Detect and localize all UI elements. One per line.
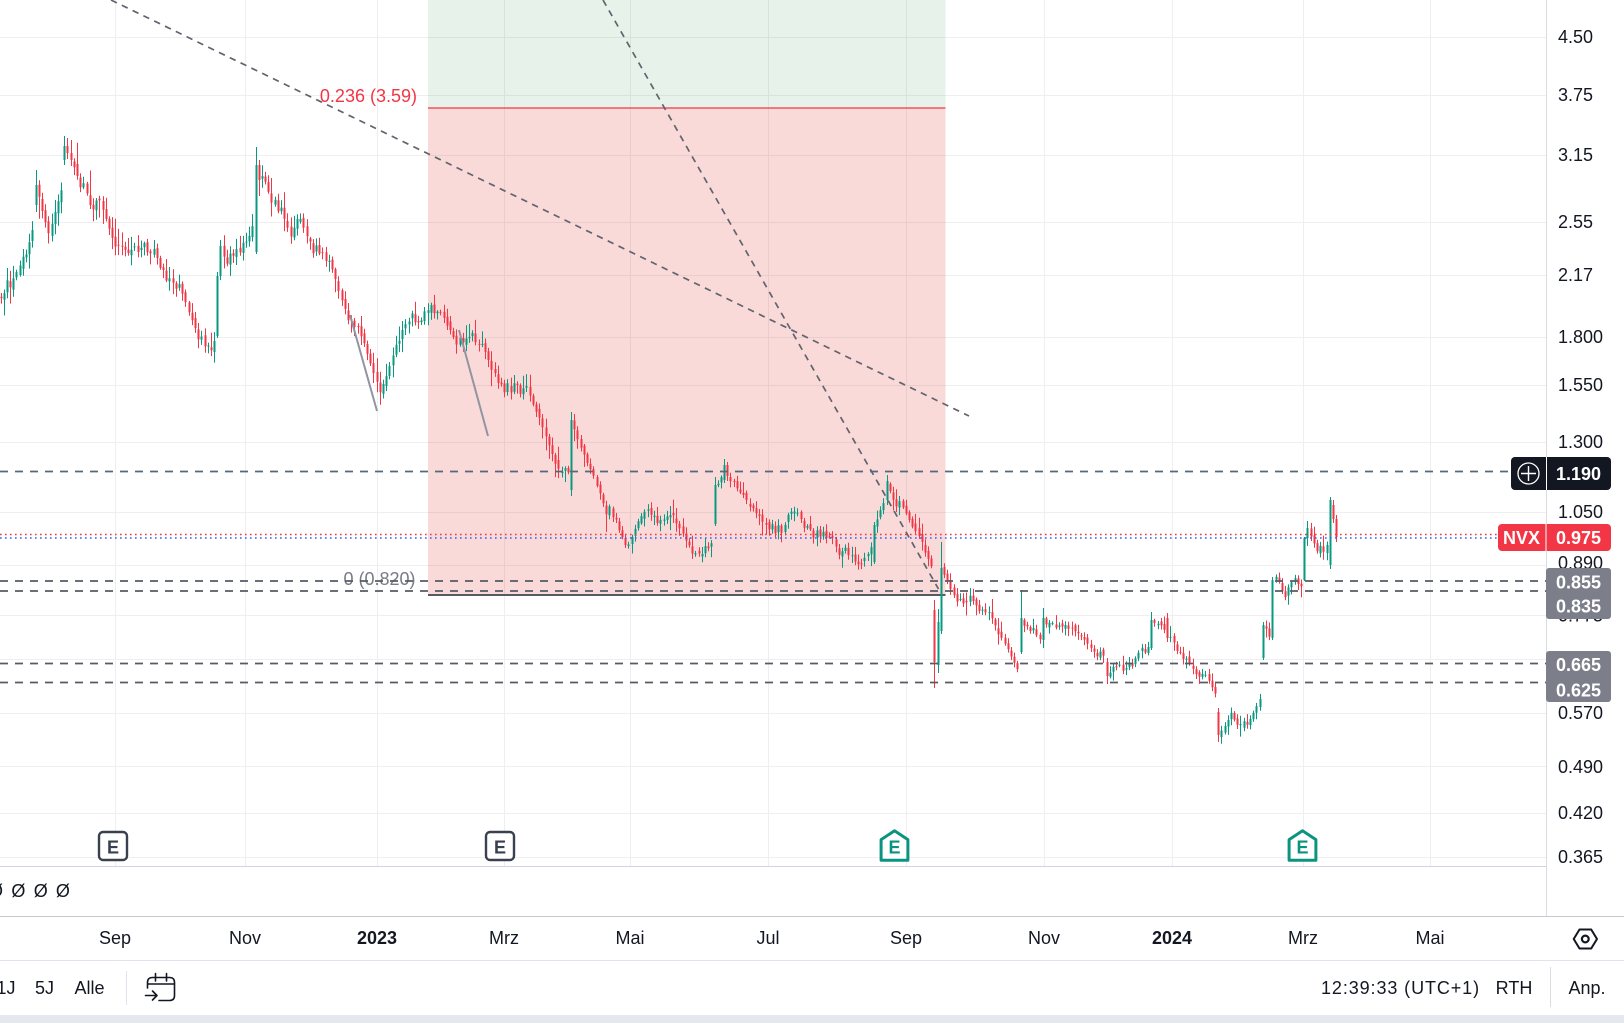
svg-text:Ø: Ø <box>11 881 25 901</box>
svg-text:0.835: 0.835 <box>1556 597 1601 617</box>
svg-text:Ø: Ø <box>34 881 48 901</box>
svg-text:E: E <box>1296 838 1308 858</box>
svg-text:0.665: 0.665 <box>1556 655 1601 675</box>
svg-text:Ø: Ø <box>0 881 3 901</box>
svg-text:0.490: 0.490 <box>1558 757 1603 777</box>
svg-text:0.625: 0.625 <box>1556 681 1601 701</box>
svg-text:2023: 2023 <box>357 928 397 948</box>
svg-text:1.190: 1.190 <box>1556 464 1601 484</box>
svg-text:Mrz: Mrz <box>489 928 519 948</box>
svg-text:0.975: 0.975 <box>1556 528 1601 548</box>
svg-text:4.50: 4.50 <box>1558 27 1593 47</box>
svg-text:Anp.: Anp. <box>1568 978 1605 998</box>
svg-text:Sep: Sep <box>890 928 922 948</box>
svg-text:2024: 2024 <box>1152 928 1192 948</box>
svg-text:1.550: 1.550 <box>1558 375 1603 395</box>
svg-text:0.420: 0.420 <box>1558 803 1603 823</box>
svg-text:E: E <box>494 838 506 858</box>
svg-text:NVX: NVX <box>1503 528 1540 548</box>
svg-text:2.17: 2.17 <box>1558 265 1593 285</box>
svg-text:Sep: Sep <box>99 928 131 948</box>
svg-text:1J: 1J <box>0 978 16 998</box>
svg-text:Ø: Ø <box>56 881 70 901</box>
svg-text:Mrz: Mrz <box>1288 928 1318 948</box>
svg-text:3.75: 3.75 <box>1558 85 1593 105</box>
svg-text:0.570: 0.570 <box>1558 703 1603 723</box>
svg-text:0.365: 0.365 <box>1558 847 1603 867</box>
svg-text:1.300: 1.300 <box>1558 432 1603 452</box>
svg-text:0.855: 0.855 <box>1556 573 1601 593</box>
svg-text:1.800: 1.800 <box>1558 327 1603 347</box>
svg-text:Nov: Nov <box>1028 928 1060 948</box>
svg-text:2.55: 2.55 <box>1558 212 1593 232</box>
svg-text:Jul: Jul <box>756 928 779 948</box>
svg-text:E: E <box>888 838 900 858</box>
svg-text:5J: 5J <box>35 978 54 998</box>
svg-text:12:39:33 (UTC+1): 12:39:33 (UTC+1) <box>1321 978 1480 998</box>
svg-text:RTH: RTH <box>1496 978 1533 998</box>
svg-text:0.236 (3.59): 0.236 (3.59) <box>320 86 417 106</box>
svg-text:Alle: Alle <box>75 978 105 998</box>
svg-text:0 (0.820): 0 (0.820) <box>343 569 415 589</box>
svg-text:E: E <box>107 838 119 858</box>
svg-text:1.050: 1.050 <box>1558 502 1603 522</box>
svg-text:Mai: Mai <box>615 928 644 948</box>
svg-text:Mai: Mai <box>1415 928 1444 948</box>
svg-text:3.15: 3.15 <box>1558 145 1593 165</box>
svg-text:Nov: Nov <box>229 928 261 948</box>
